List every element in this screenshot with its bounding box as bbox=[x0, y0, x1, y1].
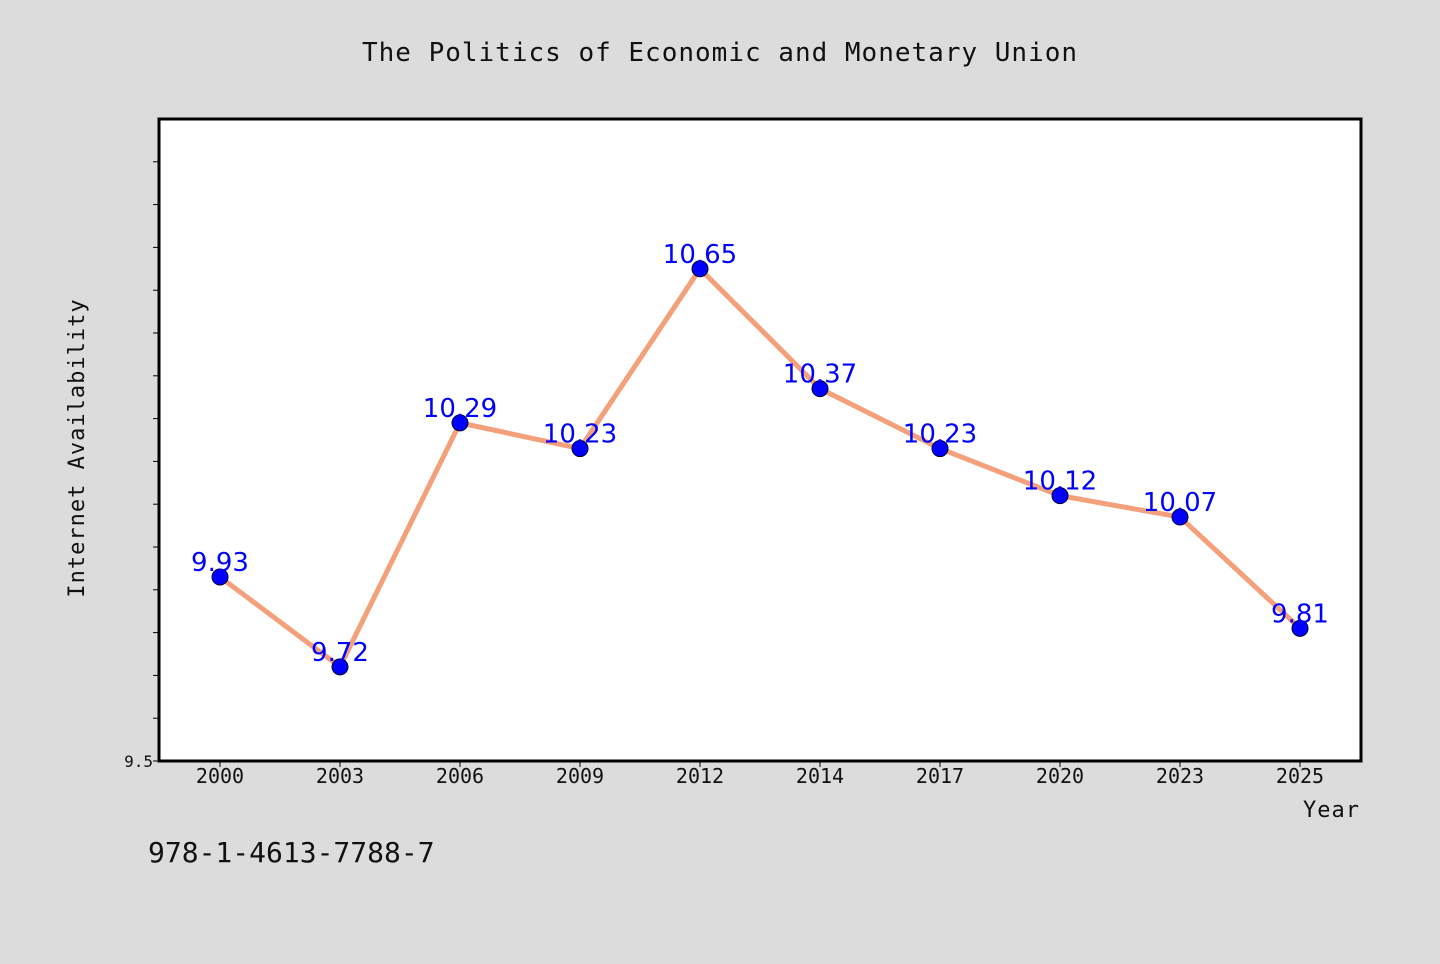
y-axis-title: Internet Availability bbox=[65, 298, 90, 597]
x-tick-label: 2000 bbox=[196, 764, 244, 788]
x-tick-label: 2020 bbox=[1036, 764, 1084, 788]
data-point bbox=[691, 260, 709, 278]
data-point bbox=[1171, 508, 1189, 526]
data-markers bbox=[211, 260, 1309, 676]
data-label: 10.07 bbox=[1143, 488, 1217, 518]
data-point bbox=[211, 568, 229, 586]
data-label: 10.37 bbox=[783, 360, 857, 390]
x-tick-label: 2009 bbox=[556, 764, 604, 788]
x-axis-title: Year bbox=[1303, 798, 1360, 823]
data-point bbox=[1291, 619, 1309, 637]
x-tick-label: 2014 bbox=[796, 764, 844, 788]
data-point bbox=[931, 440, 949, 458]
data-label: 10.65 bbox=[663, 240, 737, 270]
series-line bbox=[218, 266, 1302, 670]
data-point bbox=[1051, 487, 1069, 505]
data-label: 9.81 bbox=[1271, 599, 1329, 629]
data-point bbox=[811, 380, 829, 398]
series-line-group bbox=[218, 266, 1302, 670]
data-label: 10.23 bbox=[543, 420, 617, 450]
y-tick-label: 9.5 bbox=[124, 752, 153, 771]
data-label: 10.23 bbox=[903, 420, 977, 450]
plot-area bbox=[157, 117, 1363, 763]
x-tick-label: 2025 bbox=[1276, 764, 1324, 788]
x-tick-label: 2003 bbox=[316, 764, 364, 788]
x-tick-label: 2023 bbox=[1156, 764, 1204, 788]
data-label: 9.93 bbox=[191, 548, 249, 578]
data-labels: 9.93 9.72 10.29 10.23 10.65 10.37 10.23 10.12 10… bbox=[191, 240, 1329, 668]
data-label: 10.12 bbox=[1023, 467, 1097, 497]
data-label: 9.72 bbox=[311, 638, 369, 668]
data-label: 10.29 bbox=[423, 394, 497, 424]
x-tick-label: 2017 bbox=[916, 764, 964, 788]
data-point bbox=[571, 440, 589, 458]
x-tick-label: 2012 bbox=[676, 764, 724, 788]
isbn-footer: 978-1-4613-7788-7 bbox=[148, 836, 435, 869]
x-tick-label: 2006 bbox=[436, 764, 484, 788]
chart-title: The Politics of Economic and Monetary Un… bbox=[362, 38, 1078, 68]
data-point bbox=[331, 658, 349, 676]
x-axis: 2000 2003 2006 2009 2012 2014 2017 2020 2023 2025 bbox=[196, 761, 1324, 788]
data-point bbox=[451, 414, 469, 432]
y-axis: 9.5 bbox=[124, 161, 159, 771]
